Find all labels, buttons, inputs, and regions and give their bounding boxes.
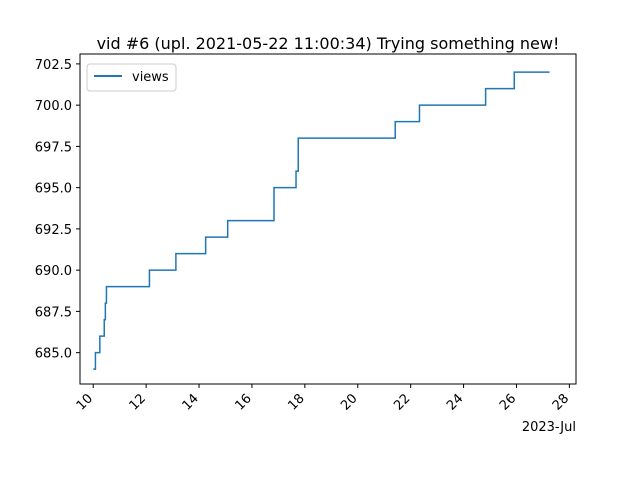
y-axis: 685.0 687.5 690.0 692.5 695.0 697.5 700.0 702.5 xyxy=(35,58,80,362)
y-tick-label: 702.5 xyxy=(35,58,72,73)
y-tick-label: 687.5 xyxy=(35,305,72,320)
y-tick-label: 685.0 xyxy=(35,347,72,362)
y-tick-label: 692.5 xyxy=(35,223,72,238)
plot-frame xyxy=(79,53,577,385)
legend-label-views: views xyxy=(132,70,169,85)
y-tick-label: 695.0 xyxy=(35,182,72,197)
y-tick-label: 700.0 xyxy=(35,99,72,114)
series-line-0 xyxy=(93,71,550,370)
x-axis-offset-label: 2023-Jul xyxy=(522,420,576,435)
chart-title: vid #6 (upl. 2021-05-22 11:00:34) Trying… xyxy=(97,34,560,53)
legend: views xyxy=(86,63,177,92)
legend-box xyxy=(86,63,177,92)
x-axis: 10 12 14 16 18 20 22 24 26 28 xyxy=(74,384,572,414)
plot-area xyxy=(79,53,577,385)
y-tick-label: 697.5 xyxy=(35,140,72,155)
y-tick-label: 690.0 xyxy=(35,264,72,279)
